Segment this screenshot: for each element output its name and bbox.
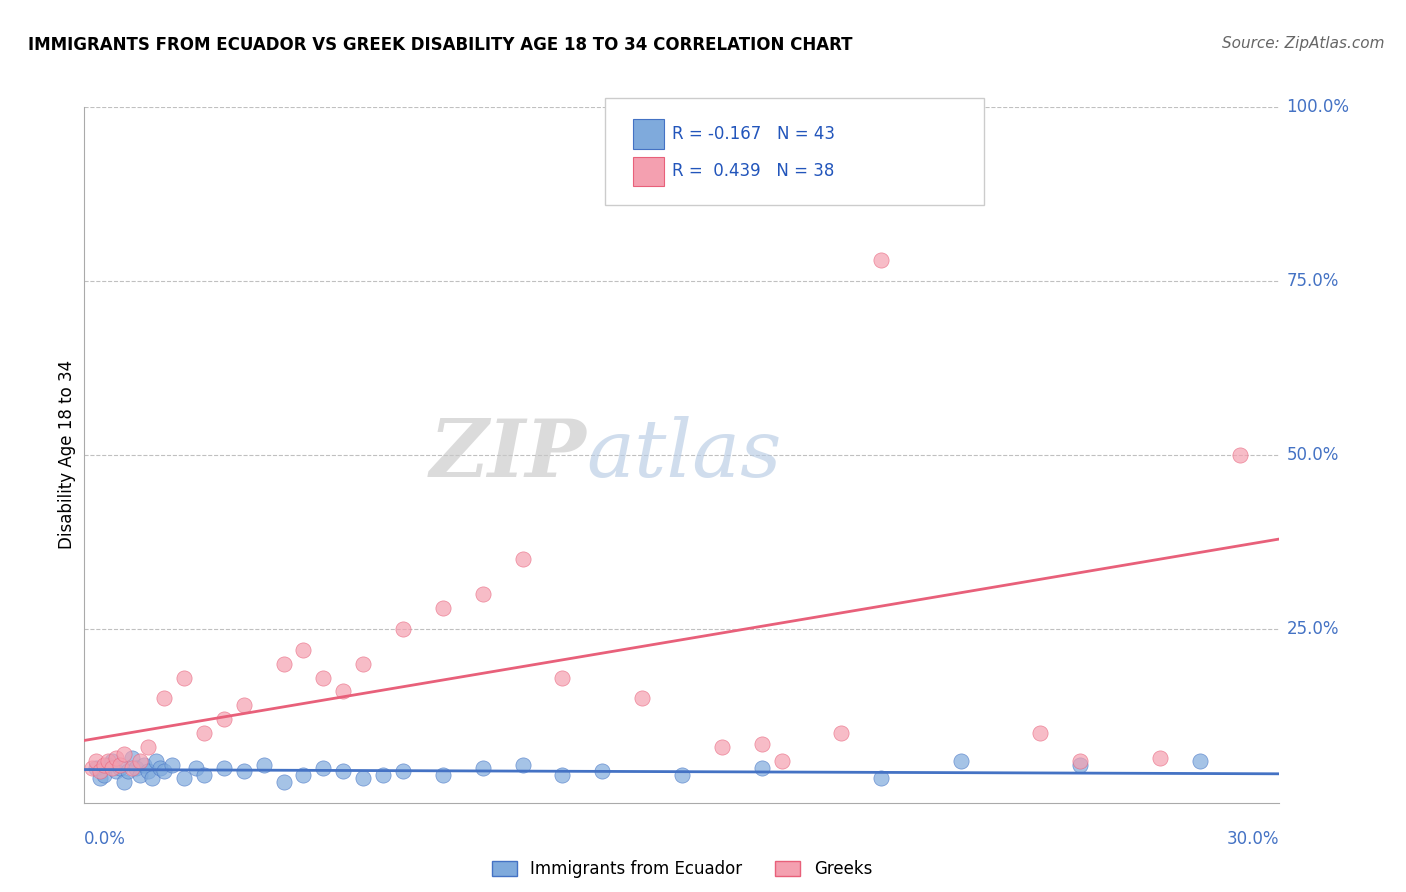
Point xyxy=(312,761,335,775)
Point xyxy=(93,768,115,782)
Point xyxy=(86,761,108,775)
Point xyxy=(1188,754,1211,768)
Text: 75.0%: 75.0% xyxy=(1286,272,1339,290)
Point xyxy=(551,671,574,685)
Text: 25.0%: 25.0% xyxy=(1286,620,1339,638)
Point xyxy=(117,764,139,779)
Point xyxy=(160,757,183,772)
Text: R = -0.167   N = 43: R = -0.167 N = 43 xyxy=(672,125,835,143)
Point xyxy=(110,761,132,775)
Point xyxy=(949,135,972,149)
Point xyxy=(121,750,143,764)
Point xyxy=(193,726,215,740)
Point xyxy=(1029,726,1052,740)
Point xyxy=(512,757,534,772)
Point xyxy=(870,772,893,786)
Point xyxy=(273,775,295,789)
Point xyxy=(89,772,111,786)
Point xyxy=(751,737,773,751)
Point xyxy=(82,761,104,775)
Point xyxy=(232,764,254,779)
Point xyxy=(671,768,693,782)
Point xyxy=(751,761,773,775)
Point xyxy=(86,754,108,768)
Point xyxy=(870,253,893,268)
Point xyxy=(129,754,152,768)
Point xyxy=(93,757,115,772)
Point xyxy=(551,768,574,782)
Point xyxy=(121,761,143,775)
Point xyxy=(332,684,354,698)
Point xyxy=(1229,448,1251,462)
Point xyxy=(830,726,852,740)
Point xyxy=(101,754,124,768)
Point xyxy=(392,622,415,636)
Point xyxy=(153,764,176,779)
Text: Source: ZipAtlas.com: Source: ZipAtlas.com xyxy=(1222,36,1385,51)
Point xyxy=(273,657,295,671)
Point xyxy=(373,768,395,782)
Text: IMMIGRANTS FROM ECUADOR VS GREEK DISABILITY AGE 18 TO 34 CORRELATION CHART: IMMIGRANTS FROM ECUADOR VS GREEK DISABIL… xyxy=(28,36,852,54)
Point xyxy=(173,772,195,786)
Point xyxy=(253,757,276,772)
Point xyxy=(512,552,534,566)
Point xyxy=(97,754,120,768)
Point xyxy=(312,671,335,685)
Point xyxy=(112,747,135,761)
Point xyxy=(471,587,494,601)
Y-axis label: Disability Age 18 to 34: Disability Age 18 to 34 xyxy=(58,360,76,549)
Point xyxy=(125,761,148,775)
Point xyxy=(193,768,215,782)
Point xyxy=(1069,754,1091,768)
Text: 30.0%: 30.0% xyxy=(1227,830,1279,847)
Point xyxy=(591,764,613,779)
Point xyxy=(136,764,159,779)
Point xyxy=(352,772,374,786)
Legend: Immigrants from Ecuador, Greeks: Immigrants from Ecuador, Greeks xyxy=(485,854,879,885)
Point xyxy=(1149,750,1171,764)
Point xyxy=(212,761,235,775)
Point xyxy=(292,642,315,657)
Point xyxy=(332,764,354,779)
Point xyxy=(212,712,235,726)
Point xyxy=(141,772,163,786)
Point xyxy=(770,754,793,768)
Point xyxy=(89,764,111,779)
Point xyxy=(631,691,654,706)
Text: R =  0.439   N = 38: R = 0.439 N = 38 xyxy=(672,162,834,180)
Point xyxy=(110,757,132,772)
Point xyxy=(432,768,454,782)
Text: 50.0%: 50.0% xyxy=(1286,446,1339,464)
Point xyxy=(949,754,972,768)
Point xyxy=(1069,757,1091,772)
Point xyxy=(145,754,167,768)
Point xyxy=(710,740,733,755)
Point xyxy=(292,768,315,782)
Point xyxy=(136,740,159,755)
Text: 0.0%: 0.0% xyxy=(84,830,127,847)
Point xyxy=(149,761,172,775)
Point xyxy=(105,764,128,779)
Point xyxy=(184,761,207,775)
Point xyxy=(153,691,176,706)
Text: 100.0%: 100.0% xyxy=(1286,98,1350,116)
Point xyxy=(97,757,120,772)
Point xyxy=(471,761,494,775)
Text: ZIP: ZIP xyxy=(429,417,586,493)
Point xyxy=(101,761,124,775)
Point xyxy=(132,757,156,772)
Point xyxy=(232,698,254,713)
Point xyxy=(129,768,152,782)
Point xyxy=(173,671,195,685)
Point xyxy=(105,750,128,764)
Point xyxy=(112,775,135,789)
Point xyxy=(352,657,374,671)
Point xyxy=(392,764,415,779)
Point xyxy=(432,601,454,615)
Text: atlas: atlas xyxy=(586,417,782,493)
